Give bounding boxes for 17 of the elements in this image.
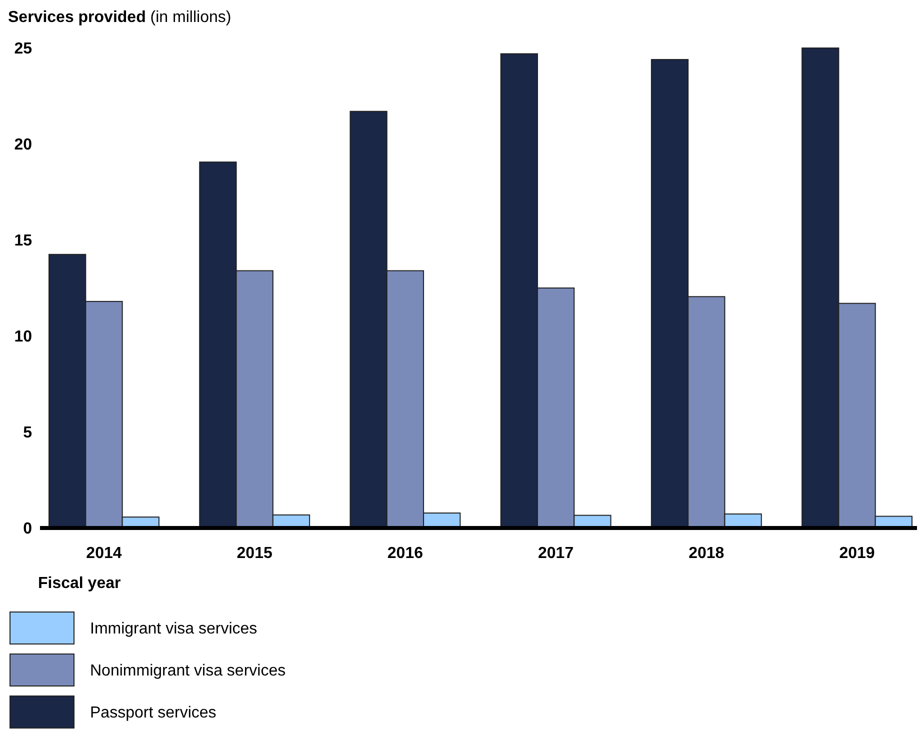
x-axis-title: Fiscal year xyxy=(38,575,121,592)
legend-label: Immigrant visa services xyxy=(90,620,258,638)
x-tick-label: 2016 xyxy=(387,545,424,562)
y-axis-title: Services provided (in millions) xyxy=(8,9,232,26)
y-tick-label: 5 xyxy=(23,424,32,442)
x-tick-label: 2018 xyxy=(688,545,724,562)
y-tick-label: 15 xyxy=(14,232,32,250)
y-tick-label: 10 xyxy=(14,328,32,346)
x-tick-label: 2019 xyxy=(839,545,875,562)
x-tick-label: 2014 xyxy=(86,545,122,562)
x-tick-label: 2017 xyxy=(538,545,574,562)
x-tick-label: 2015 xyxy=(236,545,272,562)
y-tick-label: 20 xyxy=(14,136,32,154)
y-tick-label: 25 xyxy=(14,40,32,58)
legend-label: Passport services xyxy=(90,704,216,722)
y-tick-label: 0 xyxy=(23,520,32,538)
legend-label: Nonimmigrant visa services xyxy=(90,662,286,680)
